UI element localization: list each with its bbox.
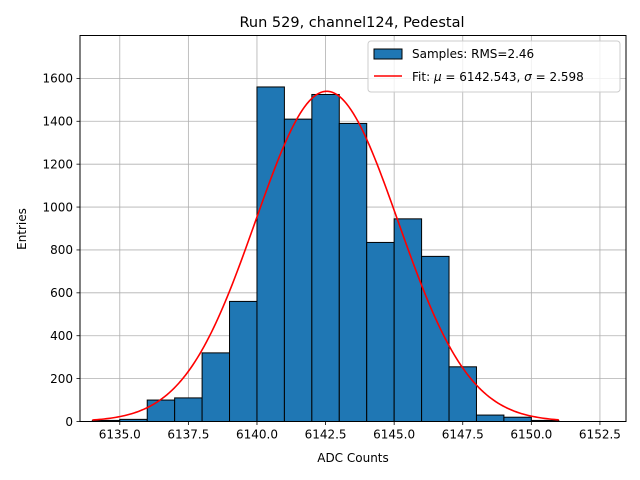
histogram-bar bbox=[366, 241, 395, 422]
histogram-bar bbox=[146, 399, 176, 422]
y-tick-label: 1400 bbox=[42, 115, 73, 129]
x-tick-label: 6145.0 bbox=[373, 428, 415, 442]
x-axis-ticks: 6135.0 6137.5 6140.0 6142.5 6145.0 6147.5 6150… bbox=[99, 421, 621, 442]
histogram-bar bbox=[448, 366, 477, 423]
y-tick-label: 0 bbox=[65, 415, 73, 429]
legend-histogram-swatch bbox=[373, 48, 403, 60]
y-tick-label: 800 bbox=[50, 243, 73, 257]
histogram-bar bbox=[229, 300, 258, 422]
histogram-bar bbox=[283, 118, 313, 422]
histogram-bar bbox=[311, 93, 340, 422]
y-tick-label: 200 bbox=[50, 372, 73, 386]
y-tick-label: 400 bbox=[50, 329, 73, 343]
x-tick-label: 6135.0 bbox=[99, 428, 141, 442]
gaussian-fit-curve bbox=[92, 90, 559, 421]
histogram-bar bbox=[201, 352, 231, 422]
y-tick-label: 1600 bbox=[42, 72, 73, 86]
histogram-bar bbox=[174, 397, 203, 422]
y-tick-label: 1200 bbox=[42, 157, 73, 171]
legend-fit-sigma-symbol: σ bbox=[524, 70, 532, 84]
histogram-bar bbox=[475, 414, 505, 423]
x-tick-label: 6142.5 bbox=[305, 428, 347, 442]
y-axis-ticks: 0 200 400 600 800 1000 1200 1400 1600 bbox=[42, 72, 80, 429]
histogram-bar bbox=[256, 86, 285, 422]
x-tick-label: 6150.0 bbox=[510, 428, 552, 442]
legend-box bbox=[367, 40, 621, 93]
plot-frame bbox=[79, 35, 627, 422]
legend: Samples: RMS=2.46 Fit: μ = 6142.543, σ =… bbox=[367, 40, 621, 93]
legend-fit-sigma-text: = 2.598 bbox=[532, 70, 584, 84]
x-axis-label: ADC Counts bbox=[317, 451, 389, 465]
y-tick-label: 1000 bbox=[42, 200, 73, 214]
legend-fit-label: Fit: μ = 6142.543, σ = 2.598 bbox=[412, 70, 584, 84]
legend-fit-mu-symbol: μ bbox=[433, 70, 442, 84]
y-axis-label: Entries bbox=[15, 208, 29, 250]
histogram-bar bbox=[338, 122, 368, 423]
x-tick-label: 6152.5 bbox=[579, 428, 621, 442]
y-tick-label: 600 bbox=[50, 286, 73, 300]
chart-title: Run 529, channel124, Pedestal bbox=[239, 15, 464, 31]
histogram-bars bbox=[91, 86, 560, 423]
legend-fit-prefix: Fit: bbox=[412, 70, 434, 84]
x-tick-label: 6137.5 bbox=[167, 428, 209, 442]
x-tick-label: 6140.0 bbox=[236, 428, 278, 442]
histogram-bar bbox=[503, 416, 532, 423]
legend-fit-mu-text: = 6142.543, bbox=[442, 70, 525, 84]
x-tick-label: 6147.5 bbox=[442, 428, 484, 442]
legend-histogram-label: Samples: RMS=2.46 bbox=[412, 47, 534, 61]
